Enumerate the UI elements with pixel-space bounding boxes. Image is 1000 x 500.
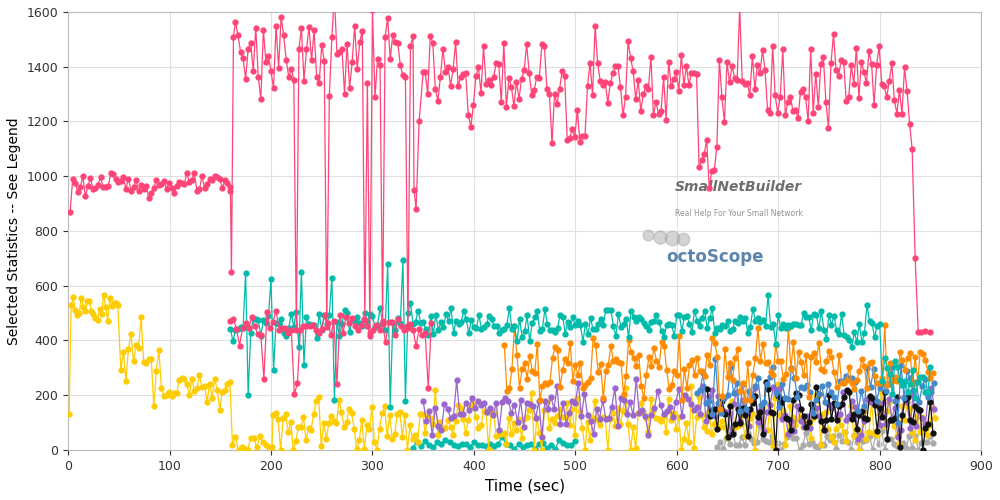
- Y-axis label: Selected Statistics -- See Legend: Selected Statistics -- See Legend: [7, 117, 21, 344]
- X-axis label: Time (sec): Time (sec): [485, 478, 565, 493]
- Point: [61, 446, 77, 454]
- Point: [61, 446, 77, 454]
- Text: Real Help For Your Small Network: Real Help For Your Small Network: [675, 209, 803, 218]
- Point: [61, 446, 77, 454]
- Text: SmallNetBuilder: SmallNetBuilder: [675, 180, 802, 194]
- Text: octoScope: octoScope: [666, 248, 764, 266]
- Point: [61, 446, 77, 454]
